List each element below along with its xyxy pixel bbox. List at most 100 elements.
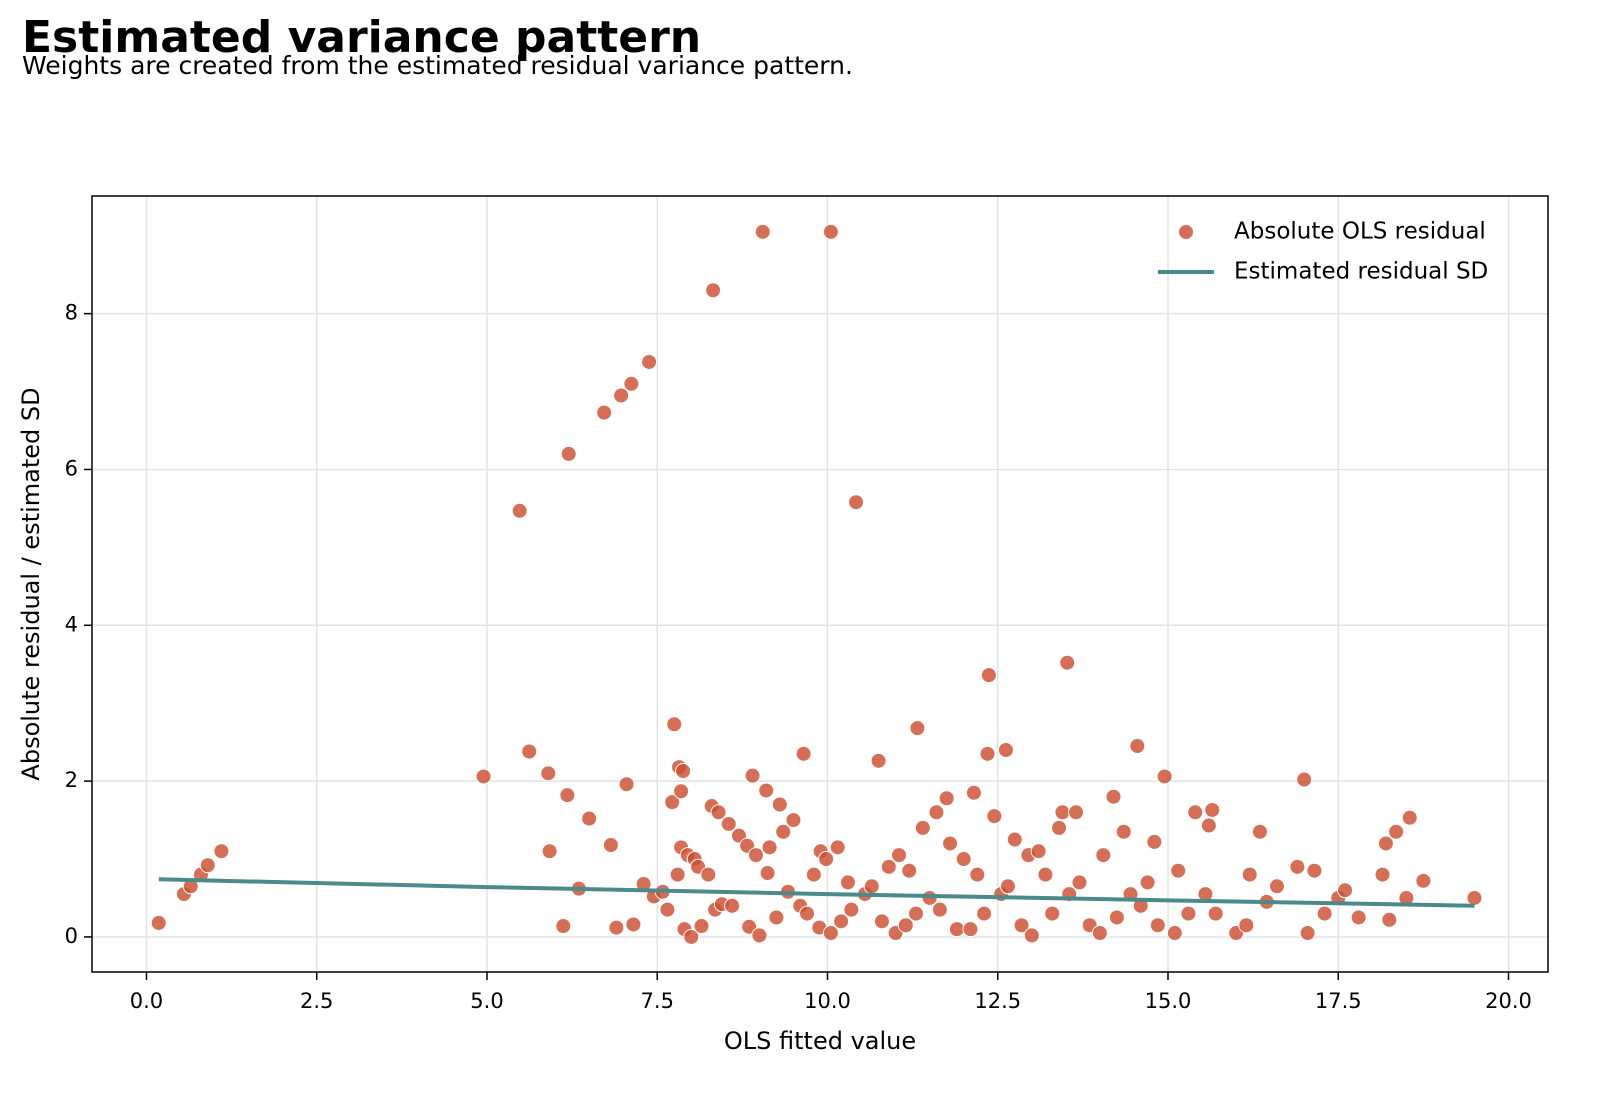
legend-label: Absolute OLS residual: [1234, 219, 1486, 245]
scatter-point: [1023, 927, 1040, 944]
scatter-point: [1139, 874, 1156, 891]
scatter-point: [541, 843, 558, 860]
scatter-point: [1095, 847, 1112, 864]
scatter-point: [914, 819, 931, 836]
scatter-point: [839, 874, 856, 891]
scatter-point: [1204, 801, 1221, 818]
scatter-point: [873, 913, 890, 930]
chart-title: Estimated variance pattern: [22, 12, 701, 63]
scatter-point: [938, 790, 955, 807]
scatter-point: [880, 858, 897, 875]
scatter-point: [771, 796, 788, 813]
scatter-point: [833, 913, 850, 930]
scatter-point: [618, 776, 635, 793]
scatter-point: [969, 866, 986, 883]
scatter-point: [805, 866, 822, 883]
scatter-point: [890, 847, 907, 864]
scatter-point: [669, 866, 686, 883]
scatter-point: [942, 835, 959, 852]
scatter-point: [673, 783, 690, 800]
y-axis-label: Absolute residual / estimated SD: [17, 387, 45, 780]
legend-label: Estimated residual SD: [1234, 259, 1488, 285]
scatter-point: [1068, 804, 1085, 821]
scatter-point: [747, 847, 764, 864]
scatter-point: [1238, 917, 1255, 934]
chart-subtitle: Weights are created from the estimated r…: [22, 51, 853, 80]
scatter-point: [761, 839, 778, 856]
scatter-point: [1241, 866, 1258, 883]
scatter-point: [928, 804, 945, 821]
scatter-point: [1251, 823, 1268, 840]
scatter-point: [759, 865, 776, 882]
scatter-point: [1306, 862, 1323, 879]
x-axis-label: OLS fitted value: [724, 1027, 916, 1055]
scatter-point: [1166, 925, 1183, 942]
scatter-point: [1156, 768, 1173, 785]
plot-frame: [91, 195, 1549, 973]
x-tick-label: 10.0: [804, 989, 851, 1013]
scatter-point: [829, 839, 846, 856]
scatter-point: [751, 927, 768, 944]
scatter-point: [1149, 917, 1166, 934]
x-tick-label: 7.5: [641, 989, 674, 1013]
scatter-point: [213, 843, 230, 860]
scatter-point: [724, 897, 741, 914]
scatter-point: [623, 375, 640, 392]
scatter-point: [785, 812, 802, 829]
scatter-point: [559, 787, 576, 804]
scatter-point: [1268, 878, 1285, 895]
scatter-point: [1006, 831, 1023, 848]
scatter-point: [608, 919, 625, 936]
scatter-point: [965, 784, 982, 801]
scatter-point: [1013, 917, 1030, 934]
scatter-point: [1187, 804, 1204, 821]
y-tick-label: 8: [65, 301, 78, 325]
scatter-point: [1381, 911, 1398, 928]
scatter-point: [962, 921, 979, 938]
scatter-point: [1054, 804, 1071, 821]
scatter-point: [1299, 925, 1316, 942]
legend-marker: [1178, 224, 1194, 240]
scatter-point: [744, 767, 761, 784]
scatter-point: [1051, 819, 1068, 836]
scatter-point: [822, 925, 839, 942]
scatter-point: [659, 901, 676, 918]
x-tick-label: 15.0: [1145, 989, 1192, 1013]
scatter-point: [1350, 909, 1367, 926]
scatter-point: [1200, 817, 1217, 834]
scatter-point: [555, 918, 572, 935]
x-tick-label: 17.5: [1315, 989, 1362, 1013]
scatter-point: [1105, 788, 1122, 805]
scatter-point: [700, 866, 717, 883]
scatter-point: [683, 928, 700, 945]
scatter-point: [666, 716, 683, 733]
scatter-point: [1146, 833, 1163, 850]
scatter-point: [979, 745, 996, 762]
scatter-point: [1030, 843, 1047, 860]
scatter-point: [986, 808, 1003, 825]
x-tick-label: 20.0: [1485, 989, 1532, 1013]
scatter-point: [1466, 889, 1483, 906]
scatter-point: [596, 404, 613, 421]
scatter-point: [1129, 738, 1146, 755]
scatter-point: [1207, 905, 1224, 922]
scatter-point: [511, 502, 528, 519]
scatter-point: [675, 762, 692, 779]
scatter-point: [1115, 823, 1132, 840]
scatter-point: [1415, 872, 1432, 889]
scatter-point: [602, 837, 619, 854]
scatter-point: [980, 667, 997, 684]
scatter-point: [199, 857, 216, 874]
x-tick-label: 0.0: [130, 989, 163, 1013]
scatter-point: [897, 917, 914, 934]
scatter-point: [1337, 882, 1354, 899]
scatter-point: [1316, 905, 1333, 922]
scatter-point: [720, 815, 737, 832]
scatter-point: [1377, 835, 1394, 852]
scatter-point: [768, 909, 785, 926]
scatter-point: [1059, 654, 1076, 671]
scatter-point: [848, 494, 865, 511]
scatter-point: [705, 282, 722, 299]
scatter-point: [843, 901, 860, 918]
scatter-point: [908, 905, 925, 922]
